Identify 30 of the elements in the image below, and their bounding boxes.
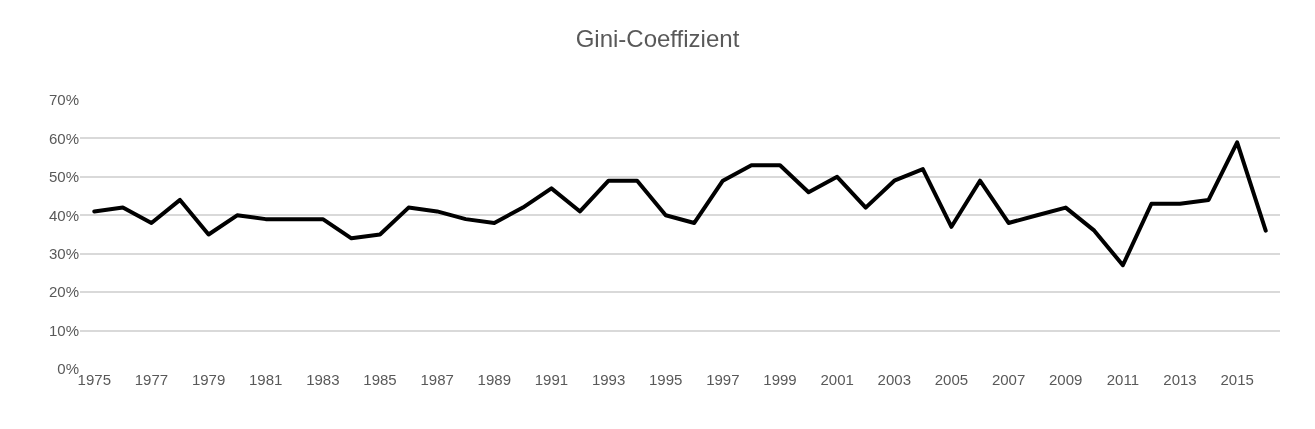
- x-tick-label: 1985: [363, 371, 397, 388]
- y-tick-label: 10%: [48, 321, 79, 339]
- x-tick-label: 1999: [763, 371, 797, 388]
- y-tick-label: 60%: [48, 129, 79, 147]
- x-tick-label: 1991: [534, 371, 569, 388]
- x-tick-label: 2015: [1220, 371, 1254, 388]
- x-tick-label: 1983: [306, 371, 340, 388]
- x-tick-label: 1993: [591, 371, 626, 388]
- x-tick-label: 2009: [1049, 371, 1083, 388]
- x-tick-label: 2001: [820, 371, 854, 388]
- x-tick-label: 2007: [991, 371, 1026, 388]
- chart-title: Gini-Coeffizient: [575, 24, 740, 52]
- x-tick-label: 1989: [477, 371, 511, 388]
- x-tick-label: 2003: [877, 371, 911, 388]
- x-tick-label: 1981: [249, 371, 283, 388]
- line-series: [92, 140, 1268, 268]
- x-tick-label: 1977: [134, 371, 169, 388]
- x-tick-label: 1979: [191, 371, 226, 388]
- x-tick-label: 2013: [1163, 371, 1197, 388]
- x-tick-label: 2011: [1106, 371, 1139, 388]
- y-tick-label: 0%: [57, 360, 79, 378]
- x-tick-label: 1995: [649, 371, 683, 388]
- x-tick-label: 1997: [706, 371, 740, 388]
- y-tick-label: 40%: [48, 206, 79, 224]
- y-tick-label: 50%: [48, 168, 79, 186]
- y-tick-label: 30%: [48, 244, 79, 262]
- x-tick-label: 1987: [420, 371, 454, 388]
- y-tick-label: 20%: [48, 283, 79, 301]
- x-tick-label: 2005: [934, 371, 969, 388]
- y-tick-label: 70%: [48, 91, 79, 109]
